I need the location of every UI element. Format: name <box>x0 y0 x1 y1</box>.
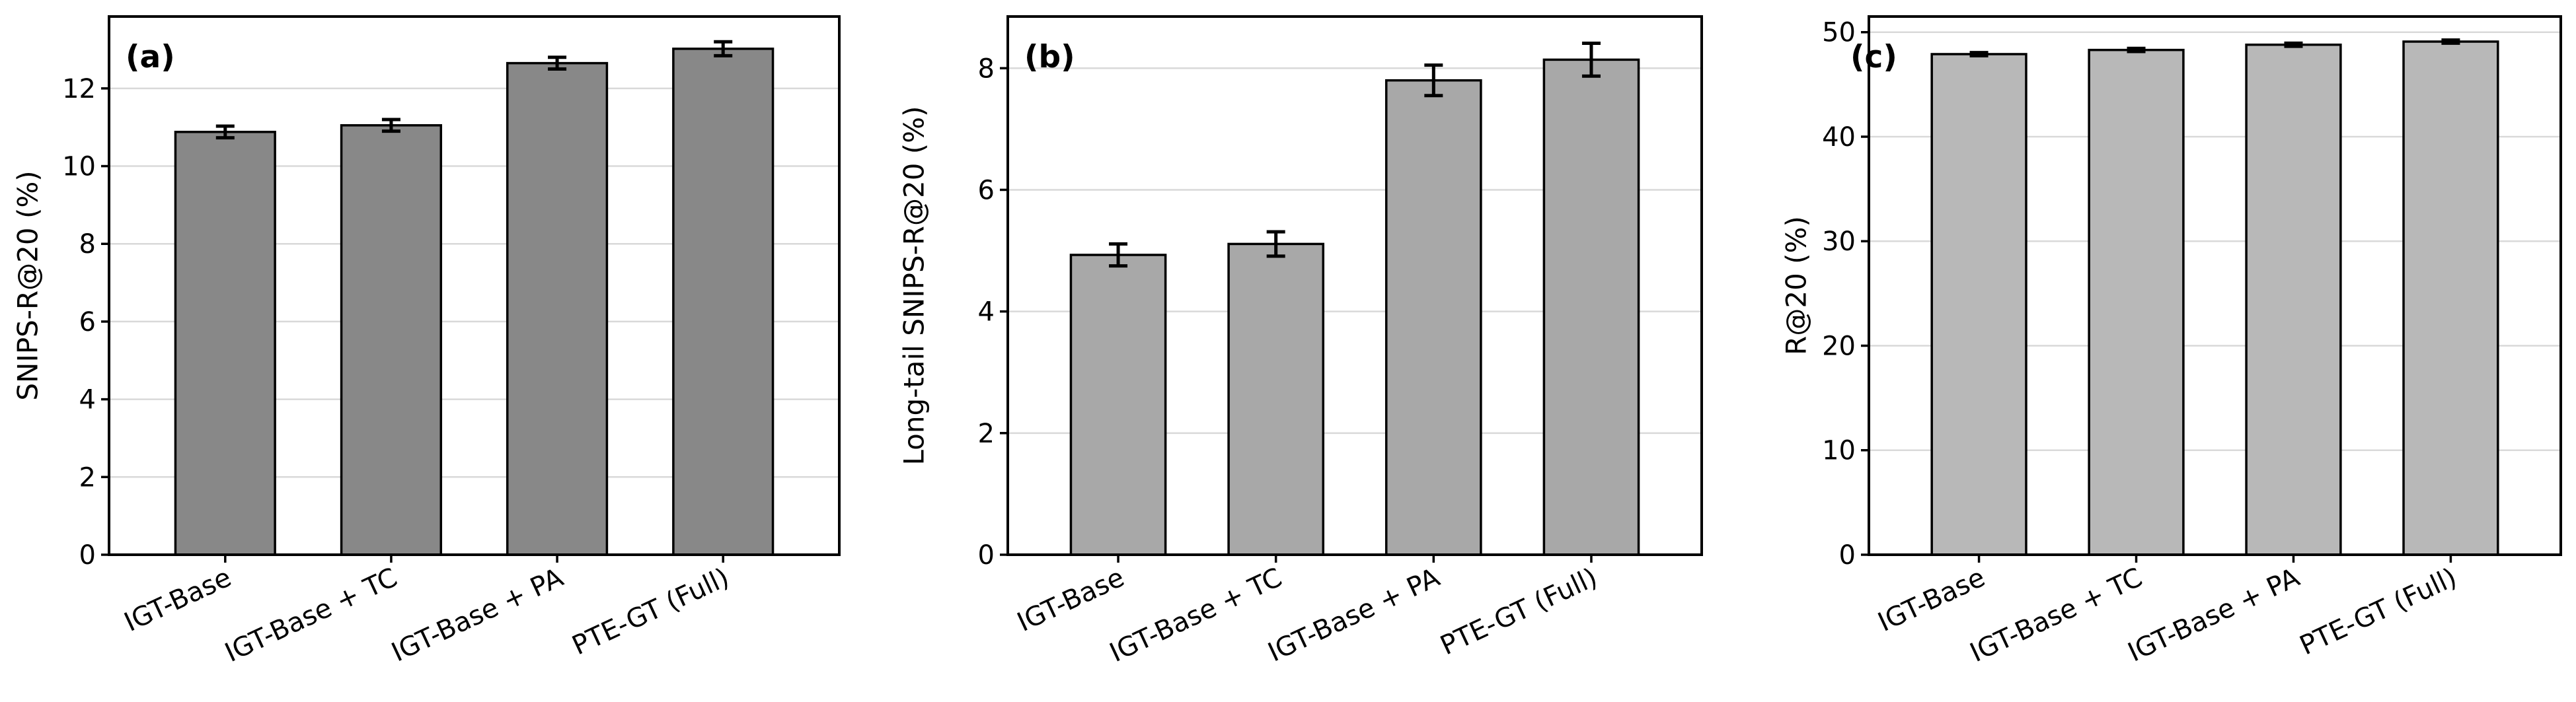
bar-a-1 <box>174 131 276 556</box>
plot-frame-b <box>1006 15 1703 556</box>
x-tick-label-a: IGT-Base <box>120 562 236 638</box>
x-tick-label-a: IGT-Base + TC <box>221 562 402 668</box>
bar-b-2 <box>1227 242 1325 556</box>
bar-c-4 <box>2402 40 2499 556</box>
error-bar-b-2 <box>1266 230 1285 258</box>
y-tick-label-a: 0 <box>79 540 96 571</box>
y-tick-label-b: 0 <box>978 540 995 571</box>
bar-a-4 <box>672 48 775 556</box>
y-tick-label-a: 6 <box>79 307 96 337</box>
y-tick-label-a: 12 <box>62 74 96 104</box>
error-bar-a-1 <box>215 124 235 140</box>
plot-frame-c <box>1868 15 2562 556</box>
error-bar-c-2 <box>2127 46 2146 53</box>
error-bar-b-3 <box>1424 63 1443 98</box>
x-tick-label-a: PTE-GT (Full) <box>568 562 734 661</box>
x-tick-label-c: IGT-Base + PA <box>2123 562 2304 668</box>
bar-a-2 <box>340 124 443 556</box>
x-tick-label-b: PTE-GT (Full) <box>1436 562 1603 661</box>
y-tick-label-a: 4 <box>79 385 96 415</box>
y-tick-label-c: 20 <box>1822 331 1856 361</box>
y-tick-label-c: 10 <box>1822 436 1856 466</box>
y-tick-label-a: 8 <box>79 229 96 260</box>
y-tick-label-c: 30 <box>1822 227 1856 257</box>
bar-c-1 <box>1930 53 2027 556</box>
x-tick-label-a: IGT-Base + PA <box>387 562 568 668</box>
x-tick-label-b: IGT-Base <box>1012 562 1129 638</box>
x-tick-label-b: IGT-Base + TC <box>1105 562 1287 668</box>
y-tick-label-c: 0 <box>1839 540 1856 571</box>
bar-c-2 <box>2088 48 2185 556</box>
bar-b-4 <box>1542 58 1640 556</box>
x-tick-label-b: IGT-Base + PA <box>1264 562 1445 668</box>
y-tick-label-b: 2 <box>978 419 995 449</box>
y-tick-label-b: 8 <box>978 53 995 84</box>
y-tick-label-c: 40 <box>1822 122 1856 153</box>
error-bar-a-2 <box>381 118 400 133</box>
error-bar-c-4 <box>2441 38 2460 45</box>
bar-a-3 <box>506 61 609 556</box>
bar-b-1 <box>1069 254 1167 556</box>
y-tick-label-a: 2 <box>79 462 96 493</box>
panel-label-b: (b) <box>1024 39 1075 75</box>
error-bar-a-3 <box>548 55 567 71</box>
error-bar-c-1 <box>1969 51 1989 57</box>
y-tick-label-a: 10 <box>62 152 96 182</box>
error-bar-b-1 <box>1109 242 1128 268</box>
x-tick-label-c: IGT-Base <box>1874 562 1990 638</box>
y-tick-label-b: 4 <box>978 297 995 328</box>
plot-frame-a <box>108 15 841 556</box>
panel-label-a: (a) <box>126 39 175 75</box>
y-tick-label-c: 50 <box>1822 18 1856 48</box>
y-axis-label-a: SNIPS-R@20 (%) <box>12 170 44 400</box>
panel-label-c: (c) <box>1850 39 1897 75</box>
y-axis-label-b: Long-tail SNIPS-R@20 (%) <box>898 106 930 466</box>
y-axis-label-c: R@20 (%) <box>1780 216 1813 355</box>
error-bar-b-4 <box>1581 42 1601 78</box>
y-tick-label-b: 6 <box>978 175 995 205</box>
bar-c-3 <box>2245 43 2342 556</box>
bar-b-3 <box>1384 79 1482 556</box>
error-bar-c-3 <box>2284 41 2303 48</box>
error-bar-a-4 <box>714 40 733 57</box>
x-tick-label-c: PTE-GT (Full) <box>2295 562 2462 661</box>
x-tick-label-c: IGT-Base + TC <box>1965 562 2147 668</box>
